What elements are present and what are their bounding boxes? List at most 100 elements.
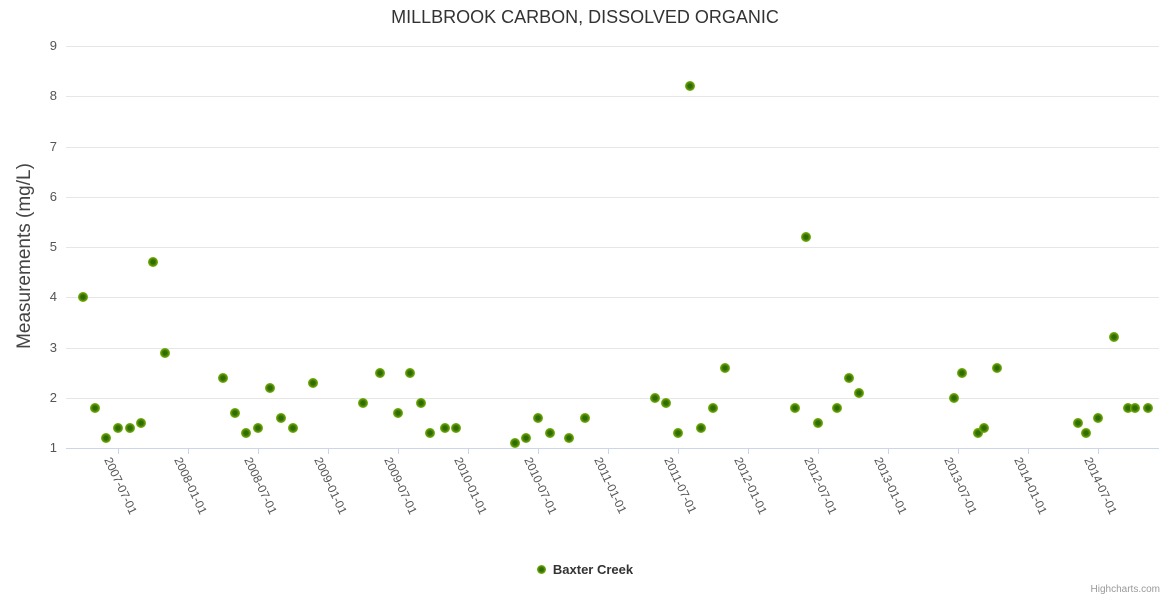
y-axis-label: 7 bbox=[49, 138, 57, 154]
data-point[interactable] bbox=[563, 432, 574, 443]
data-point[interactable] bbox=[307, 377, 318, 388]
x-axis-label: 2014-07-01 bbox=[1081, 455, 1120, 517]
data-point[interactable] bbox=[1093, 412, 1103, 423]
x-axis-label: 2012-07-01 bbox=[801, 455, 840, 517]
x-axis-label: 2007-07-01 bbox=[101, 455, 140, 517]
data-point[interactable] bbox=[101, 432, 112, 443]
data-point[interactable] bbox=[831, 402, 842, 413]
x-axis-tick bbox=[1028, 448, 1029, 454]
data-point[interactable] bbox=[684, 81, 695, 92]
data-point[interactable] bbox=[956, 367, 967, 378]
x-axis-tick bbox=[118, 448, 119, 454]
y-axis-label: 1 bbox=[49, 440, 57, 455]
x-axis-tick bbox=[958, 448, 959, 454]
data-point[interactable] bbox=[696, 422, 707, 433]
x-axis-tick bbox=[328, 448, 329, 454]
x-axis-tick bbox=[748, 448, 749, 454]
chart-title: MILLBROOK CARBON, DISSOLVED ORGANIC bbox=[391, 7, 779, 27]
y-axis-label: 3 bbox=[49, 339, 57, 355]
data-point[interactable] bbox=[276, 412, 287, 423]
y-gridline bbox=[66, 347, 1159, 349]
y-axis-label: 2 bbox=[49, 389, 57, 405]
data-point[interactable] bbox=[229, 407, 240, 418]
data-point[interactable] bbox=[544, 427, 555, 438]
x-axis-label: 2014-01-01 bbox=[1011, 455, 1050, 517]
x-axis-label: 2008-01-01 bbox=[171, 455, 210, 517]
data-point[interactable] bbox=[1142, 402, 1153, 413]
data-point[interactable] bbox=[416, 397, 427, 408]
y-axis-label: 8 bbox=[49, 88, 57, 104]
data-point[interactable] bbox=[1129, 402, 1140, 413]
data-point[interactable] bbox=[1108, 332, 1119, 343]
y-gridline bbox=[66, 247, 1159, 248]
data-point[interactable] bbox=[89, 402, 100, 413]
data-point[interactable] bbox=[439, 422, 450, 433]
legend-marker-icon[interactable] bbox=[536, 565, 546, 574]
data-point[interactable] bbox=[1081, 427, 1092, 438]
data-point[interactable] bbox=[1122, 402, 1133, 413]
x-axis-line bbox=[66, 448, 1159, 449]
data-point[interactable] bbox=[218, 372, 228, 383]
data-point[interactable] bbox=[708, 402, 718, 413]
y-axis-label: 9 bbox=[49, 38, 57, 53]
data-point[interactable] bbox=[579, 412, 590, 423]
data-point[interactable] bbox=[358, 397, 368, 408]
x-axis-label: 2012-01-01 bbox=[731, 455, 770, 517]
data-point[interactable] bbox=[789, 402, 800, 413]
x-axis-label: 2011-01-01 bbox=[591, 455, 630, 516]
x-axis-label: 2013-01-01 bbox=[871, 455, 910, 517]
data-point[interactable] bbox=[843, 372, 854, 383]
x-axis-label: 2010-07-01 bbox=[521, 455, 560, 517]
x-axis-label: 2009-01-01 bbox=[311, 455, 350, 517]
data-point[interactable] bbox=[136, 417, 147, 428]
data-point[interactable] bbox=[148, 257, 158, 268]
y-axis-title: Measurements (mg/L) bbox=[14, 163, 35, 349]
data-point[interactable] bbox=[509, 437, 520, 448]
data-point[interactable] bbox=[991, 362, 1002, 373]
data-point[interactable] bbox=[948, 392, 959, 403]
data-point[interactable] bbox=[393, 407, 403, 418]
x-axis-label: 2011-07-01 bbox=[661, 455, 700, 516]
data-point[interactable] bbox=[1073, 417, 1084, 428]
data-point[interactable] bbox=[159, 347, 170, 358]
data-point[interactable] bbox=[521, 432, 532, 443]
x-axis-tick bbox=[818, 448, 819, 454]
y-gridline bbox=[66, 146, 1159, 148]
y-axis-label: 5 bbox=[49, 239, 57, 254]
data-point[interactable] bbox=[801, 231, 812, 242]
data-point[interactable] bbox=[375, 367, 386, 378]
data-point[interactable] bbox=[451, 422, 462, 433]
data-point[interactable] bbox=[661, 397, 672, 408]
data-point[interactable] bbox=[719, 362, 730, 373]
data-point[interactable] bbox=[979, 422, 990, 433]
x-axis-tick bbox=[468, 448, 469, 454]
x-axis-tick bbox=[1098, 448, 1099, 454]
data-point[interactable] bbox=[241, 427, 252, 438]
y-axis-label: 4 bbox=[49, 289, 57, 305]
data-point[interactable] bbox=[972, 427, 983, 438]
y-gridline bbox=[66, 196, 1159, 198]
data-point[interactable] bbox=[253, 422, 263, 433]
x-axis-label: 2008-07-01 bbox=[241, 455, 280, 517]
highcharts-credits-link[interactable]: Highcharts.com bbox=[1090, 584, 1160, 595]
x-axis-tick bbox=[608, 448, 609, 454]
x-axis-tick bbox=[398, 448, 399, 454]
data-point[interactable] bbox=[813, 417, 823, 428]
y-gridline bbox=[66, 96, 1159, 98]
data-point[interactable] bbox=[649, 392, 660, 403]
data-point[interactable] bbox=[78, 292, 88, 303]
data-point[interactable] bbox=[113, 422, 123, 433]
data-point[interactable] bbox=[673, 427, 683, 438]
data-point[interactable] bbox=[424, 427, 435, 438]
x-axis-label: 2010-01-01 bbox=[451, 455, 490, 517]
data-point[interactable] bbox=[853, 387, 864, 398]
data-point[interactable] bbox=[124, 422, 135, 433]
data-point[interactable] bbox=[264, 382, 275, 393]
data-point[interactable] bbox=[404, 367, 415, 378]
legend-item-baxter-creek[interactable]: Baxter Creek bbox=[552, 562, 634, 577]
data-point[interactable] bbox=[533, 412, 543, 423]
data-point[interactable] bbox=[288, 422, 298, 433]
y-gridline bbox=[66, 397, 1159, 399]
y-axis-label: 6 bbox=[49, 188, 57, 204]
legend: Baxter Creek bbox=[0, 562, 1170, 577]
